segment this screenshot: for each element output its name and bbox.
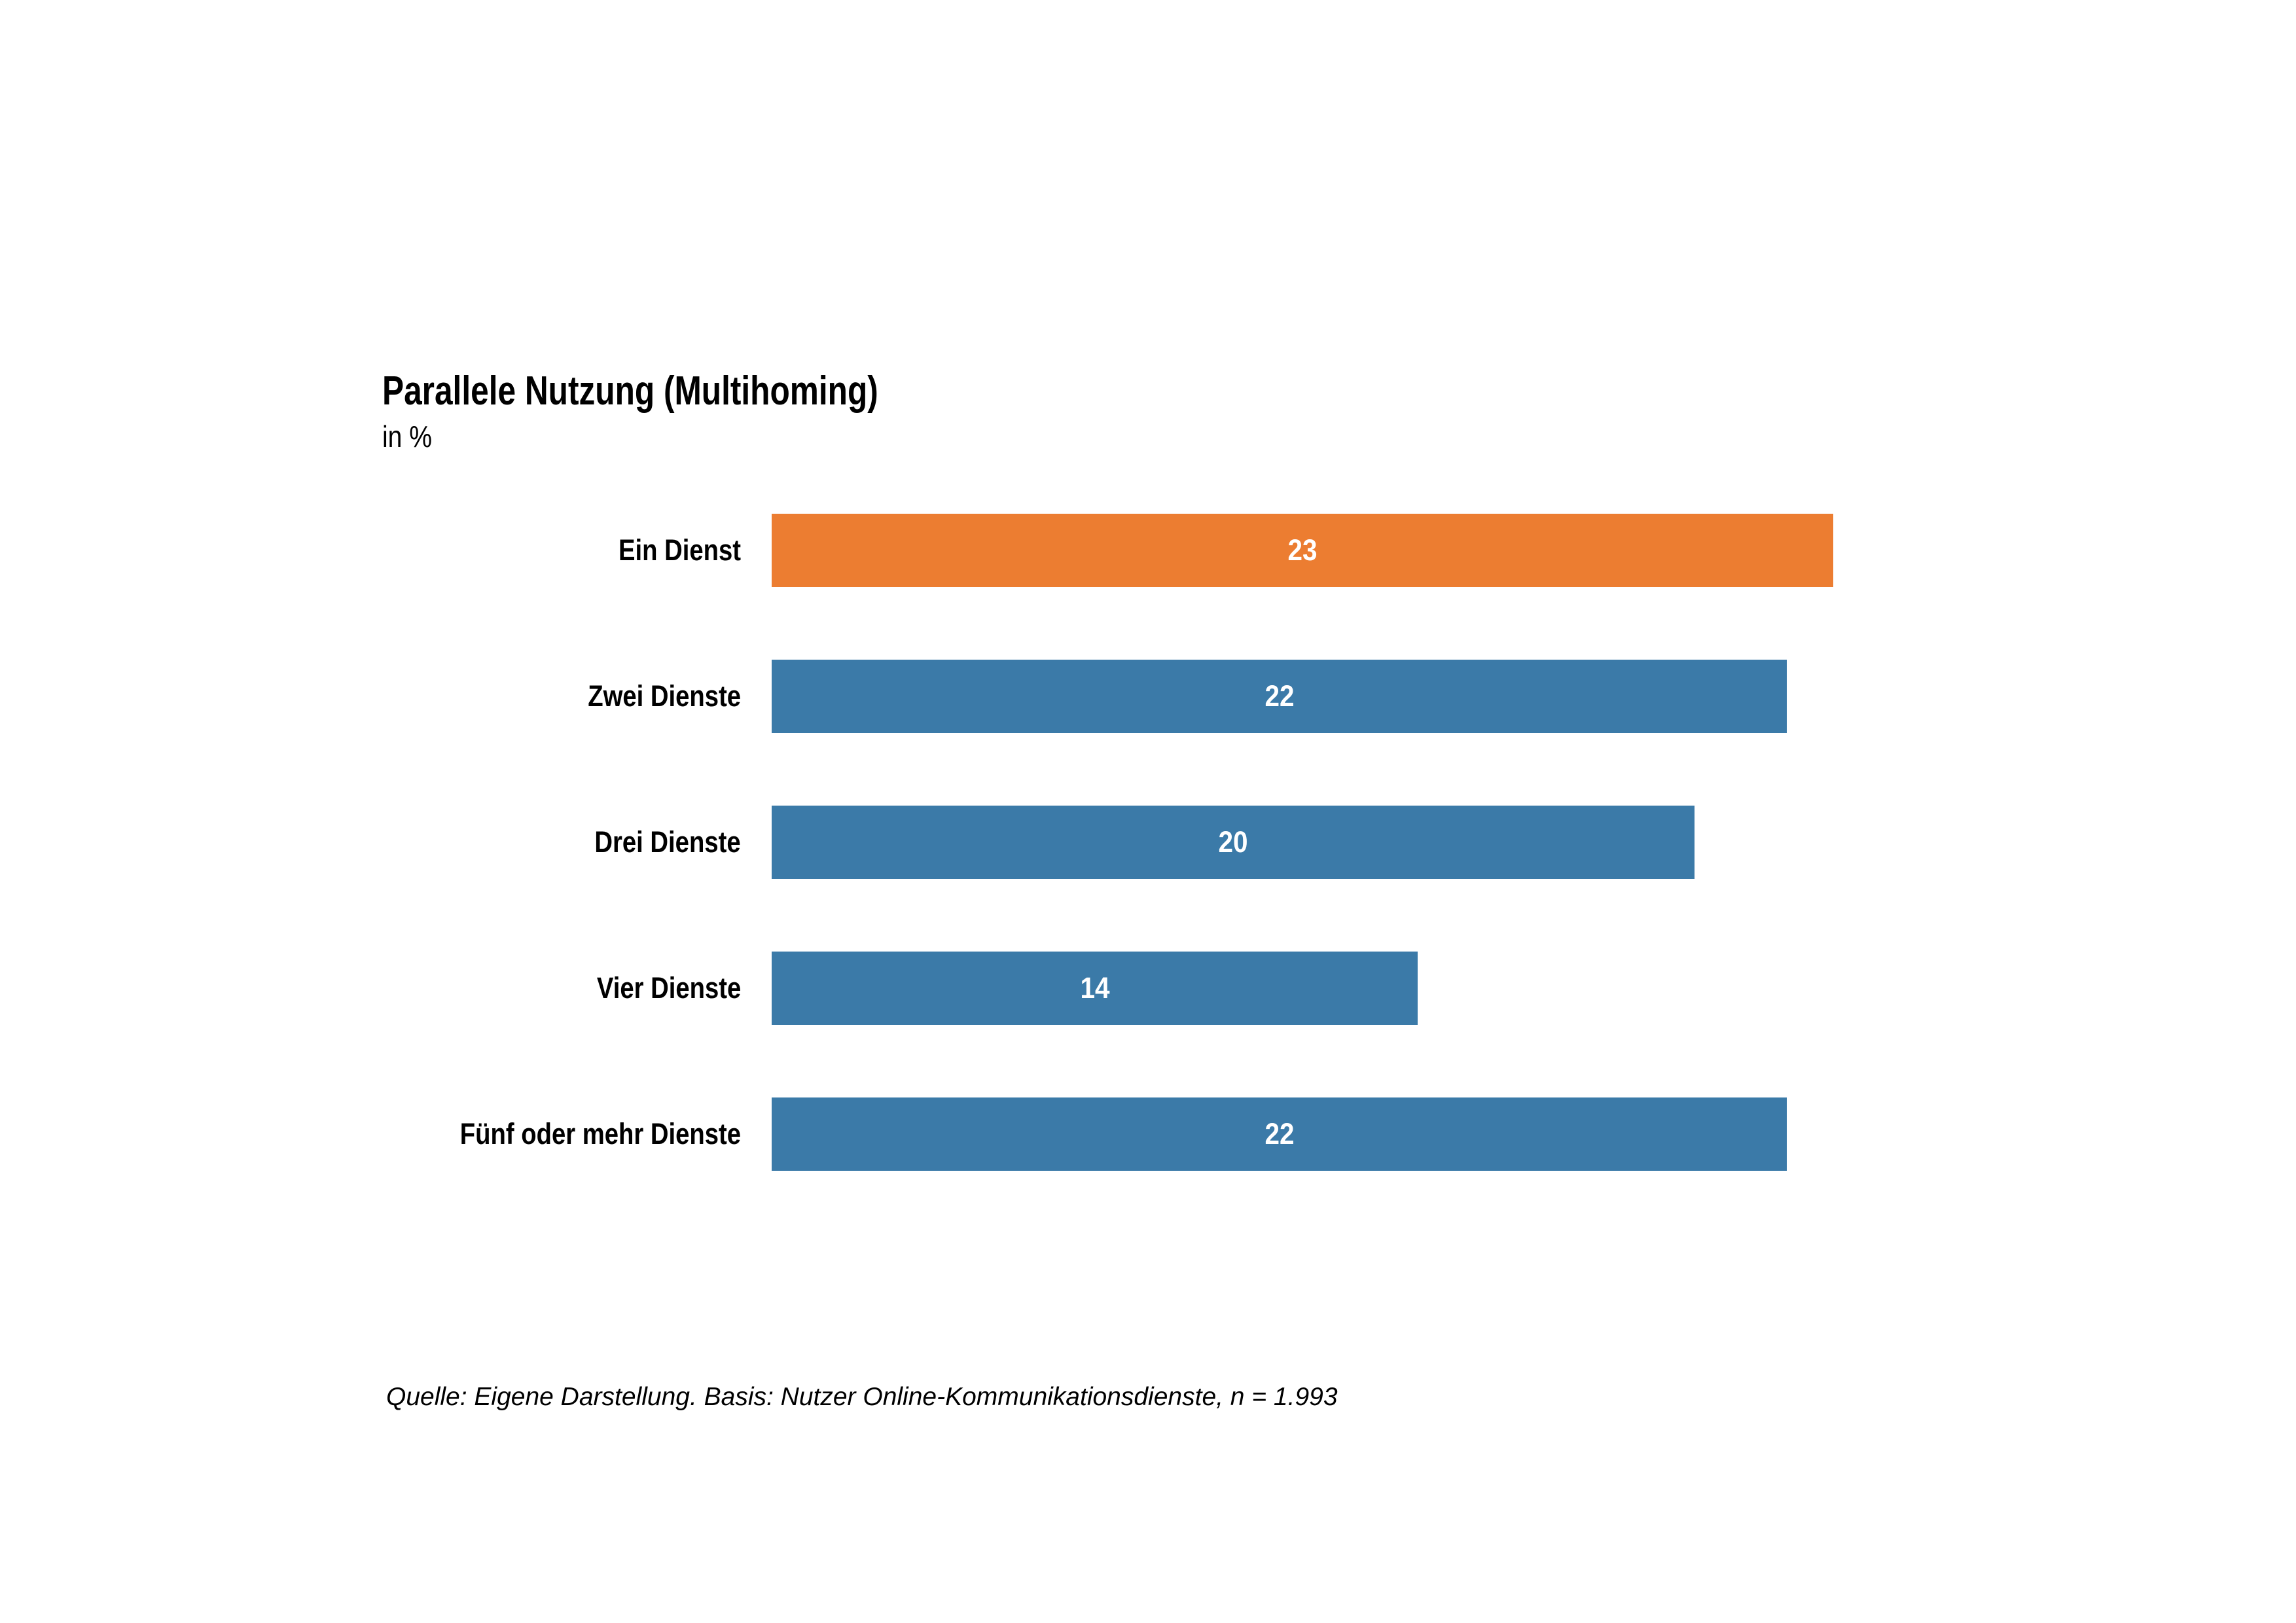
bar: 22 <box>772 1097 1787 1171</box>
bar-category-label: Zwei Dienste <box>0 660 741 733</box>
bar-category-label-text: Vier Dienste <box>596 971 741 1005</box>
bar-area: 14 <box>772 952 1833 1025</box>
chart-row: Zwei Dienste 22 <box>0 660 2296 733</box>
chart-subtitle-text: in % <box>382 419 433 454</box>
bar-category-label: Fünf oder mehr Dienste <box>0 1097 741 1171</box>
bar-category-label-text: Zwei Dienste <box>588 679 741 713</box>
bar-value-label: 23 <box>1287 533 1318 567</box>
bar-category-label: Drei Dienste <box>0 806 741 879</box>
bar-value-label: 22 <box>1265 1117 1295 1150</box>
bar-value-label: 14 <box>1080 971 1110 1005</box>
chart-row: Ein Dienst 23 <box>0 514 2296 587</box>
bar-area: 22 <box>772 1097 1833 1171</box>
bar-area: 20 <box>772 806 1833 879</box>
bar-chart: Ein Dienst 23 Zwei Dienste 22 Drei Dienste 20… <box>0 514 2296 1243</box>
bar-value-label: 20 <box>1218 825 1248 859</box>
bar: 23 <box>772 514 1833 587</box>
chart-title: Parallele Nutzung (Multihoming) <box>382 370 1002 412</box>
bar-category-label-text: Drei Dienste <box>594 825 741 859</box>
chart-subtitle: in % <box>382 420 440 453</box>
chart-row: Fünf oder mehr Dienste 22 <box>0 1097 2296 1171</box>
bar-category-label-text: Ein Dienst <box>618 533 741 567</box>
chart-title-text: Parallele Nutzung (Multihoming) <box>382 368 878 414</box>
bar: 22 <box>772 660 1787 733</box>
chart-source: Quelle: Eigene Darstellung. Basis: Nutze… <box>386 1382 1338 1412</box>
bar-category-label-text: Fünf oder mehr Dienste <box>459 1117 741 1150</box>
chart-source-text: Quelle: Eigene Darstellung. Basis: Nutze… <box>386 1383 1338 1411</box>
bar-area: 23 <box>772 514 1833 587</box>
bar-area: 22 <box>772 660 1833 733</box>
bar: 14 <box>772 952 1418 1025</box>
chart-row: Drei Dienste 20 <box>0 806 2296 879</box>
bar-category-label: Ein Dienst <box>0 514 741 587</box>
bar-category-label: Vier Dienste <box>0 952 741 1025</box>
bar: 20 <box>772 806 1695 879</box>
bar-value-label: 22 <box>1265 679 1295 713</box>
chart-row: Vier Dienste 14 <box>0 952 2296 1025</box>
